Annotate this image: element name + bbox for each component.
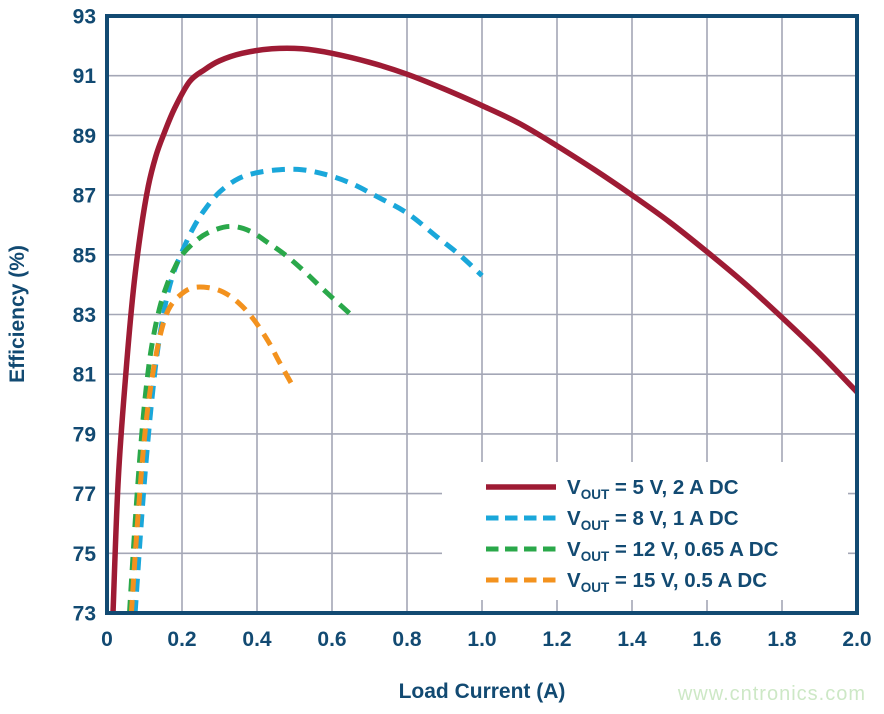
y-tick-label: 77: [73, 483, 96, 506]
y-tick-label: 91: [73, 65, 97, 88]
y-tick-label: 89: [73, 125, 96, 148]
plot-frame: [105, 14, 859, 615]
x-axis-tick-labels: 0 0.2 0.4 0.6 0.8 1.0 1.2 1.4 1.6 1.8 2.0: [101, 628, 871, 651]
y-tick-label: 87: [73, 185, 96, 208]
legend-item: VOUT = 8 V, 1 A DC: [486, 507, 739, 533]
legend-label: VOUT = 12 V, 0.65 A DC: [567, 538, 779, 564]
x-tick-label: 1.8: [767, 628, 797, 651]
legend-item: VOUT = 12 V, 0.65 A DC: [486, 538, 779, 564]
x-tick-label: 0.2: [167, 628, 196, 651]
legend: VOUT = 5 V, 2 A DC VOUT = 8 V, 1 A DC VOUT…: [442, 462, 848, 600]
series-curve: [110, 45, 859, 614]
series-curve: [132, 166, 484, 614]
x-axis-title: Load Current (A): [399, 680, 566, 703]
x-tick-label: 1.2: [542, 628, 571, 651]
legend-label: VOUT = 5 V, 2 A DC: [567, 476, 739, 502]
watermark: www.cntronics.com: [677, 683, 866, 705]
legend-item: VOUT = 15 V, 0.5 A DC: [486, 569, 767, 595]
y-tick-label: 83: [73, 304, 96, 327]
y-axis-title: Efficiency (%): [6, 245, 29, 383]
y-tick-label: 85: [73, 244, 97, 267]
y-tick-label: 75: [73, 543, 97, 566]
x-tick-label: 1.6: [692, 628, 721, 651]
curves: [110, 45, 859, 614]
legend-label: VOUT = 15 V, 0.5 A DC: [567, 569, 767, 595]
x-tick-label: 0.4: [242, 628, 272, 651]
y-axis-tick-labels: 73 75 77 79 81 83 85 87 89 91 93: [73, 6, 97, 626]
x-tick-label: 0: [101, 628, 113, 651]
x-tick-label: 1.0: [467, 628, 496, 651]
y-tick-label: 79: [73, 423, 96, 446]
x-tick-label: 1.4: [617, 628, 647, 651]
legend-label: VOUT = 8 V, 1 A DC: [567, 507, 739, 533]
x-tick-label: 0.6: [317, 628, 346, 651]
x-tick-label: 0.8: [392, 628, 422, 651]
y-tick-label: 73: [73, 603, 96, 626]
legend-item: VOUT = 5 V, 2 A DC: [486, 476, 739, 502]
y-tick-label: 93: [73, 6, 96, 29]
series-curve: [128, 284, 297, 614]
x-tick-label: 2.0: [842, 628, 871, 651]
series-curve: [127, 223, 353, 614]
y-tick-label: 81: [73, 364, 97, 387]
